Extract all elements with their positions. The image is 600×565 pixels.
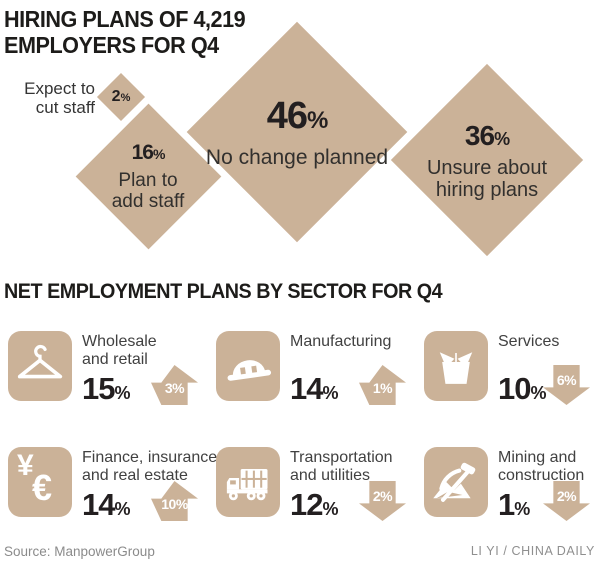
sector-label: Services bbox=[498, 333, 560, 350]
sector-card-services: Services 10% 6% bbox=[424, 331, 596, 426]
sector-card-finance: ¥ € Finance, insurance and real estate 1… bbox=[8, 447, 217, 542]
cut-staff-value: 2% bbox=[111, 88, 131, 105]
change-value: 10% bbox=[161, 496, 188, 512]
sector-label: Finance, insurance and real estate bbox=[82, 449, 218, 484]
diamond-expect-to-cut-staff: 2% bbox=[96, 72, 146, 122]
diamond-unsure-about-hiring: 36% Unsure about hiring plans bbox=[390, 63, 584, 257]
sector-value: 14% bbox=[82, 487, 131, 522]
hard-hat-icon bbox=[216, 331, 280, 401]
yen-euro-icon: ¥ € bbox=[8, 447, 72, 517]
down-arrow-icon: 6% bbox=[543, 365, 590, 405]
source-credit: Source: ManpowerGroup bbox=[4, 544, 155, 559]
up-arrow-icon: 3% bbox=[151, 365, 198, 405]
add-staff-label: Plan to add staff bbox=[111, 169, 185, 212]
page-title: HIRING PLANS OF 4,219 EMPLOYERS FOR Q4 bbox=[4, 6, 246, 58]
change-value: 3% bbox=[164, 380, 185, 396]
artist-credit: LI YI / CHINA DAILY bbox=[470, 544, 595, 558]
hanger-icon bbox=[8, 331, 72, 401]
sector-value: 1% bbox=[498, 487, 531, 522]
unsure-value: 36% bbox=[464, 119, 510, 151]
sector-card-transportation: Transportation and utilities 12% 2% bbox=[216, 447, 412, 542]
diamond-no-change-planned: 46% No change planned bbox=[186, 21, 408, 243]
no-change-value: 46% bbox=[266, 95, 329, 137]
up-arrow-icon: 1% bbox=[359, 365, 406, 405]
add-staff-value: 16% bbox=[131, 140, 166, 164]
truck-icon bbox=[216, 447, 280, 517]
cut-staff-label-line1: Expect to bbox=[24, 79, 95, 98]
sector-value: 14% bbox=[290, 371, 339, 406]
down-arrow-icon: 2% bbox=[543, 481, 590, 521]
down-arrow-icon: 2% bbox=[359, 481, 406, 521]
change-value: 2% bbox=[556, 488, 577, 504]
sector-label: Mining and construction bbox=[498, 449, 585, 484]
sector-value: 12% bbox=[290, 487, 339, 522]
cut-staff-label-line2: cut staff bbox=[35, 98, 95, 117]
sector-label: Manufacturing bbox=[290, 333, 392, 350]
mining-icon bbox=[424, 447, 488, 517]
title-line-2: EMPLOYERS FOR Q4 bbox=[4, 32, 219, 58]
change-value: 6% bbox=[556, 372, 577, 388]
no-change-label: No change planned bbox=[205, 146, 389, 169]
cut-staff-label: Expect to cut staff bbox=[10, 79, 95, 117]
suit-icon bbox=[424, 331, 488, 401]
change-value: 2% bbox=[372, 488, 393, 504]
sector-card-mining: Mining and construction 1% 2% bbox=[424, 447, 596, 542]
sector-label: Transportation and utilities bbox=[290, 449, 393, 484]
change-value: 1% bbox=[372, 380, 393, 396]
sector-section-title: NET EMPLOYMENT PLANS BY SECTOR FOR Q4 bbox=[4, 280, 443, 303]
unsure-label: Unsure about hiring plans bbox=[426, 156, 548, 201]
up-arrow-icon: 10% bbox=[151, 481, 198, 521]
yen-glyph: ¥ bbox=[17, 449, 34, 482]
title-line-1: HIRING PLANS OF 4,219 bbox=[4, 6, 246, 32]
sector-card-wholesale-retail: Wholesale and retail 15% 3% bbox=[8, 331, 204, 426]
diamond-plan-to-add-staff: 16% Plan to add staff bbox=[75, 103, 221, 249]
sector-value: 15% bbox=[82, 371, 131, 406]
sector-card-manufacturing: Manufacturing 14% 1% bbox=[216, 331, 412, 426]
euro-glyph: € bbox=[32, 467, 53, 508]
sector-label: Wholesale and retail bbox=[82, 333, 157, 368]
sector-value: 10% bbox=[498, 371, 547, 406]
